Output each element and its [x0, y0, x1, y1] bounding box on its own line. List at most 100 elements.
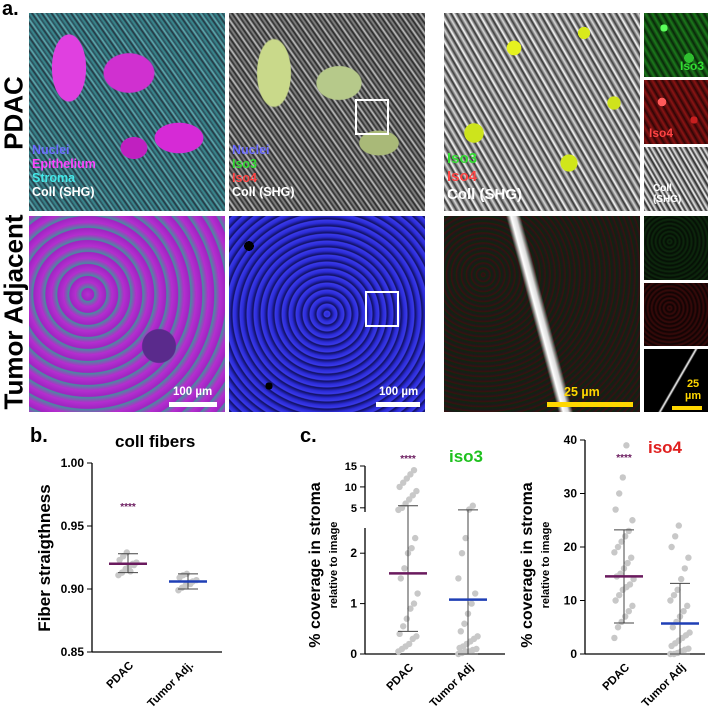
chart-c2-pdac-point [612, 597, 619, 604]
x-tick-label: Tumor Adj [640, 662, 688, 710]
chart-c1-pdac-point [397, 575, 404, 582]
pdac-zoom-legend: Iso3 Iso4 Coll (SHG) [447, 150, 522, 204]
scale-bar-25um-small [672, 406, 702, 410]
chart-c2-pdac-point [616, 490, 623, 497]
channel-label-coll-1: Coll [653, 183, 672, 194]
chart-c1-pdac-point [396, 483, 403, 491]
chart-c2-adj-point [674, 586, 681, 593]
y-tick-label: 0 [570, 647, 577, 661]
y-axis-sublabel: relative to image [540, 522, 552, 609]
chart-c1-adj-point [461, 620, 468, 627]
chart-c2-adj-point [667, 597, 674, 604]
channel-coll-adjacent: 25 µm [644, 349, 708, 412]
chart-c1-adj-point [469, 502, 476, 509]
chart-c2-iso4: 0 10 20 30 40 % coverage in stroma relative to… [519, 433, 705, 710]
chart-c2-adj-point [681, 565, 688, 572]
scale-label-100um-1: 100 µm [173, 386, 213, 398]
legend-coll: Coll (SHG) [447, 186, 522, 203]
y-tick-label: 10 [345, 482, 357, 494]
pdac-iso-image: Nuclei Iso3 Iso4 Coll (SHG) [229, 13, 425, 211]
channel-iso3-adjacent [644, 216, 708, 280]
y-tick-label: 1 [350, 597, 357, 611]
chart-c2-pdac-point [611, 634, 618, 642]
chart-c1-pdac-point [410, 466, 418, 474]
chart-c1-adj-point [472, 590, 479, 597]
adjacent-iso-image: 100 µm [229, 216, 425, 412]
chart-c1-adj-point [455, 575, 462, 582]
chart-c2-pdac-point [614, 624, 622, 631]
chart-c2-adj-point [669, 624, 676, 631]
chart-c2-adj-point [686, 629, 693, 636]
chart-c1-pdac-point [408, 544, 415, 552]
chart-c1-pdac-point [414, 590, 421, 597]
chart-c2-adj-point [670, 591, 678, 599]
chart-c2-adj-point [684, 602, 691, 610]
chart-c1-adj-point [457, 628, 464, 635]
y-axis-label: Fiber straigthness [35, 484, 54, 631]
legend-nuclei: Nuclei [232, 143, 270, 157]
chart-c2-pdac-point [619, 474, 626, 481]
channel-label-coll: Coll (SHG) [653, 183, 681, 205]
channel-label-iso4: Iso4 [649, 126, 674, 140]
y-tick-label: 0.90 [61, 582, 85, 596]
legend-iso3: Iso3 [232, 157, 258, 171]
scale-label-25: 25 [686, 378, 700, 390]
chart-c1-pdac-point [410, 600, 418, 607]
channel-iso3-pdac: Iso3 [644, 13, 708, 77]
chart-c2-pdac-point [616, 591, 623, 599]
panel-c-letter: c. [300, 425, 317, 447]
chart-c1-pdac-point [400, 623, 407, 630]
y-tick-label: 20 [564, 540, 578, 554]
y-tick-label: 0.85 [61, 645, 85, 659]
channel-label-coll-2: (SHG) [653, 194, 682, 205]
chart-c2-adj-point [672, 533, 679, 540]
chart-c2-pdac-point [628, 554, 635, 561]
chart-c1-pdac-point [413, 487, 420, 495]
chart-c1-pdac-point [413, 633, 420, 640]
y-tick-label: 0.95 [61, 519, 85, 533]
chart-c1-pdac-point [409, 492, 416, 499]
scale-bar-100um-1 [169, 402, 217, 407]
chart-c2-pdac-point [618, 618, 625, 626]
y-axis-sublabel: relative to image [328, 522, 340, 609]
chart-c1-pdac-point [403, 615, 410, 622]
x-tick-label: Tumor Adj [428, 662, 476, 710]
significance-label: **** [120, 502, 136, 513]
adjacent-stain-image: 100 µm [29, 216, 225, 412]
chart-c2-pdac-point [625, 527, 632, 535]
legend-iso4: Iso4 [447, 168, 478, 185]
chart-c1-pdac-point [400, 479, 407, 486]
chart-c2-adj-point [685, 554, 692, 561]
legend-iso3: Iso3 [447, 150, 478, 167]
chart-c2-pdac-point [625, 608, 632, 615]
chart-b-fiber-straightness: 0.85 0.90 0.95 1.00 Fiber straigthness PDAC Tu… [35, 456, 222, 710]
chart-c2-adj-point [685, 645, 692, 652]
x-tick-label: PDAC [385, 662, 417, 694]
y-tick-label: 2 [350, 546, 357, 560]
y-tick-label: 15 [345, 461, 357, 473]
scale-bar-100um-2 [376, 402, 420, 407]
chart-c1-pdac-point [396, 630, 403, 638]
chart-c1-pdac-point [401, 565, 408, 572]
y-tick-label: 10 [564, 594, 578, 608]
chart-c2-pdac-point [629, 602, 636, 610]
chart-c1-adj-point [458, 550, 466, 557]
scale-label-100um-2: 100 µm [379, 386, 419, 398]
zoom-region-box-adjacent [365, 291, 399, 327]
chart-c1-adj-point [473, 645, 480, 653]
pdac-stain-legend: Nuclei Epithelium Stroma Coll (SHG) [32, 143, 96, 199]
channel-iso4-adjacent [644, 283, 708, 346]
significance-label: **** [616, 453, 632, 464]
chart-c2-pdac-point [623, 442, 630, 449]
chart-c2-pdac-point [624, 559, 631, 567]
y-tick-label: 1.00 [61, 456, 85, 470]
pdac-iso-legend: Nuclei Iso3 Iso4 Coll (SHG) [232, 143, 295, 199]
chart-c2-pdac-point [629, 517, 636, 524]
chart-c2-pdac-point [612, 506, 619, 513]
chart-c2-pdac-point [611, 549, 618, 556]
chart-c2-pdac-point [618, 538, 625, 545]
chart-c1-adj-point [462, 534, 469, 542]
legend-iso4: Iso4 [232, 171, 258, 185]
chart-c1-pdac-point [407, 471, 414, 478]
scale-label-um: µm [685, 390, 702, 402]
